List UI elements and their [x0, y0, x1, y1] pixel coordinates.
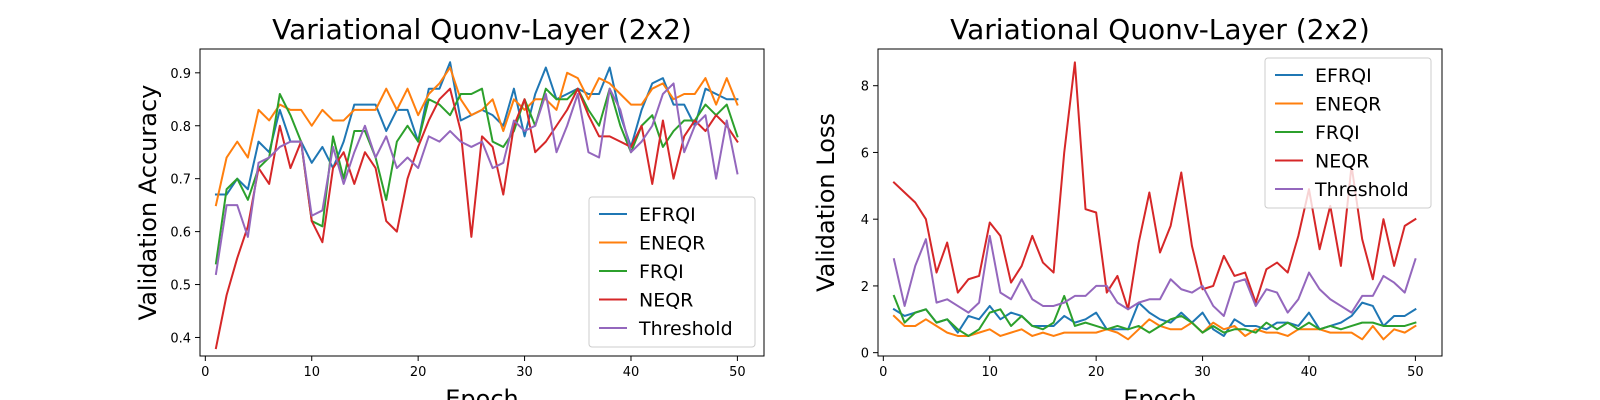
x-tick-label: 50 [729, 365, 746, 380]
chart-2: Variational Quonv-Layer (2x2)0 10 20 30 40 50… [812, 13, 1443, 400]
legend-box [1264, 57, 1432, 209]
series-line-eneqr [892, 314, 1417, 341]
legend-label-eneqr: ENEQR [1315, 94, 1381, 116]
y-tick-label: 0.5 [170, 279, 191, 294]
x-tick-label: 50 [1407, 365, 1424, 380]
legend-label-neqr: NEQR [1315, 151, 1369, 173]
y-tick-label: 0.8 [170, 120, 191, 135]
y-tick-label: 0.4 [170, 331, 191, 346]
y-tick-label: 0.9 [170, 67, 191, 82]
y-tick-label: 0.7 [170, 173, 191, 188]
x-tick-label: 10 [981, 365, 998, 380]
x-axis-label: Epoch [1123, 385, 1197, 400]
chart-1: Variational Quonv-Layer (2x2) 0 10 20 30 40 50… [134, 13, 765, 400]
legend-label-eneqr: ENEQR [639, 233, 705, 255]
y-tick-label: 0.6 [170, 226, 191, 241]
y-axis-label: Validation Accuracy [134, 85, 162, 321]
series-group [214, 61, 739, 350]
legend-label-neqr: NEQR [639, 290, 693, 312]
y-tick-label: 0 [861, 347, 869, 362]
x-tick-label: 40 [623, 365, 640, 380]
legend-label-efrqi: EFRQI [639, 204, 696, 226]
series-line-frqi [892, 294, 1417, 337]
plot-frame [877, 48, 1443, 357]
x-tick-label: 10 [303, 365, 320, 380]
series-group [892, 61, 1417, 341]
series-line-threshold [214, 82, 739, 276]
legend-label-efrqi: EFRQI [1315, 65, 1372, 87]
x-tick-label: 0 [201, 365, 209, 380]
y-tick-label: 6 [861, 146, 869, 161]
series-line-neqr [892, 61, 1417, 311]
y-tick-label: 8 [861, 80, 869, 95]
series-line-threshold [892, 234, 1417, 317]
legend-label-threshold: Threshold [1314, 179, 1409, 201]
x-tick-label: 0 [879, 365, 887, 380]
x-tick-label: 20 [410, 365, 427, 380]
x-tick-label: 20 [1088, 365, 1105, 380]
x-tick-label: 30 [1194, 365, 1211, 380]
plot-frame [199, 48, 765, 357]
y-tick-label: 2 [861, 280, 869, 295]
legend-label-threshold: Threshold [638, 318, 733, 340]
x-axis-label: Epoch [445, 385, 519, 400]
series-line-eneqr [214, 66, 739, 207]
chart-title: Variational Quonv-Layer (2x2) [950, 13, 1370, 46]
legend: EFRQI ENEQR FRQI NEQR Threshold [588, 196, 756, 348]
legend-label-frqi: FRQI [1315, 122, 1360, 144]
y-tick-label: 4 [861, 213, 869, 228]
x-tick-label: 30 [516, 365, 533, 380]
x-tick-label: 40 [1301, 365, 1318, 380]
legend: EFRQI ENEQR FRQI NEQR Threshold [1264, 57, 1432, 209]
legend-box [588, 196, 756, 348]
legend-label-frqi: FRQI [639, 261, 684, 283]
y-axis-label: Validation Loss [812, 113, 840, 292]
chart-title: Variational Quonv-Layer (2x2) [272, 13, 692, 46]
